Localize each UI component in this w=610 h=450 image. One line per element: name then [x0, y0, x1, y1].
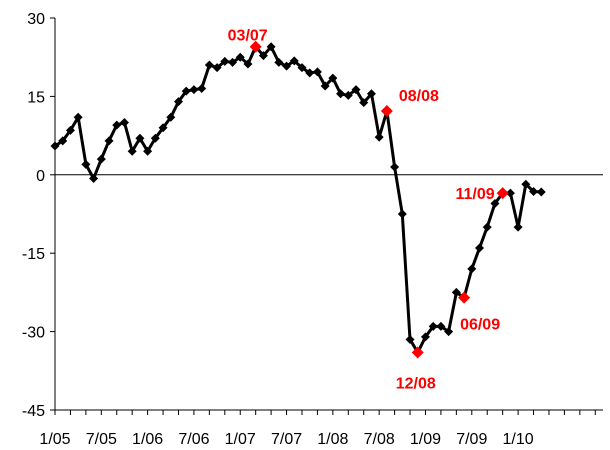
data-point: [397, 209, 407, 219]
data-point: [513, 222, 523, 232]
highlight-point: [249, 40, 262, 53]
highlight-label: 03/07: [228, 28, 268, 45]
data-point: [482, 222, 492, 232]
data-point: [197, 84, 207, 94]
x-tick-label: 1/06: [132, 431, 163, 448]
data-point: [505, 188, 515, 198]
data-point: [89, 173, 99, 183]
data-point: [150, 133, 160, 143]
data-point: [73, 112, 83, 122]
data-point: [235, 52, 245, 62]
x-tick-label: 1/05: [39, 431, 70, 448]
x-tick-label: 7/09: [456, 431, 487, 448]
data-point: [529, 187, 539, 197]
highlight-point: [496, 187, 509, 200]
data-point: [135, 133, 145, 143]
x-tick-label: 7/08: [364, 431, 395, 448]
data-point: [305, 68, 315, 78]
data-point: [428, 321, 438, 331]
data-point: [81, 159, 91, 169]
data-point: [444, 327, 454, 337]
data-point: [297, 63, 307, 73]
data-point: [436, 321, 446, 331]
x-tick-label: 1/09: [410, 431, 441, 448]
data-point: [58, 136, 68, 146]
data-point: [112, 120, 122, 130]
data-point: [266, 42, 276, 52]
x-ticks: 1/05 7/05 1/06 7/06 1/07 7/07 1/08 7/08 1/09 7/09…: [39, 410, 596, 448]
data-point: [96, 154, 106, 164]
x-tick-label: 1/07: [225, 431, 256, 448]
data-point: [204, 60, 214, 70]
data-point: [189, 85, 199, 95]
data-point: [158, 123, 168, 133]
data-point: [521, 179, 531, 189]
data-point: [282, 61, 292, 71]
data-point: [243, 59, 253, 69]
x-axis: 1/05 7/05 1/06 7/06 1/07 7/07 1/08 7/08 1/09 7/09…: [39, 409, 603, 448]
highlight-label: 11/09: [456, 186, 495, 203]
data-point: [65, 125, 75, 135]
data-point: [127, 146, 137, 156]
data-point: [289, 56, 299, 66]
data-point: [312, 67, 322, 77]
data-point: [328, 73, 338, 83]
x-tick-label: 7/07: [271, 431, 302, 448]
data-point: [451, 287, 461, 297]
data-point: [143, 146, 153, 156]
x-tick-label: 7/05: [86, 431, 117, 448]
data-point: [536, 187, 546, 197]
highlight-point: [380, 105, 393, 118]
data-point: [374, 132, 384, 142]
data-point: [212, 63, 222, 73]
highlight-markers: [249, 40, 509, 359]
data-point: [166, 112, 176, 122]
data-point: [220, 56, 230, 66]
data-point: [343, 90, 353, 100]
data-point: [181, 86, 191, 96]
data-point: [420, 332, 430, 342]
x-tick-label: 1/08: [317, 431, 348, 448]
data-point: [50, 141, 60, 151]
highlight-point: [458, 291, 471, 304]
data-point: [490, 199, 500, 209]
highlight-point: [411, 346, 424, 359]
y-tick-label: -45: [22, 403, 45, 420]
data-point: [274, 57, 284, 67]
data-point: [104, 136, 114, 146]
data-point: [228, 57, 238, 67]
data-point: [467, 264, 477, 274]
data-point: [336, 89, 346, 99]
y-ticks: 30 15 0 -15 -30 -45: [22, 11, 55, 420]
y-tick-label: 30: [27, 11, 45, 28]
y-tick-label: -15: [22, 246, 45, 263]
y-axis: 30 15 0 -15 -30 -45: [22, 11, 56, 420]
x-tick-label: 1/10: [503, 431, 534, 448]
data-point: [359, 98, 369, 108]
data-point: [475, 243, 485, 253]
data-point: [405, 334, 415, 344]
data-point: [390, 162, 400, 172]
y-tick-label: 0: [36, 168, 45, 185]
data-point: [351, 85, 361, 95]
y-tick-label: 15: [27, 89, 45, 106]
series-markers: [50, 42, 546, 344]
data-point: [119, 118, 129, 128]
series-line: [54, 45, 542, 354]
highlight-label: 06/09: [460, 317, 500, 334]
highlight-label: 08/08: [399, 88, 439, 105]
y-tick-label: -30: [22, 325, 45, 342]
data-point: [173, 97, 183, 107]
data-point: [366, 89, 376, 99]
highlight-label: 12/08: [396, 376, 436, 393]
data-point: [320, 81, 330, 91]
data-point: [258, 51, 268, 61]
x-tick-label: 7/06: [178, 431, 209, 448]
highlight-labels: 03/07 08/08 12/08 06/09 11/09: [228, 28, 501, 393]
